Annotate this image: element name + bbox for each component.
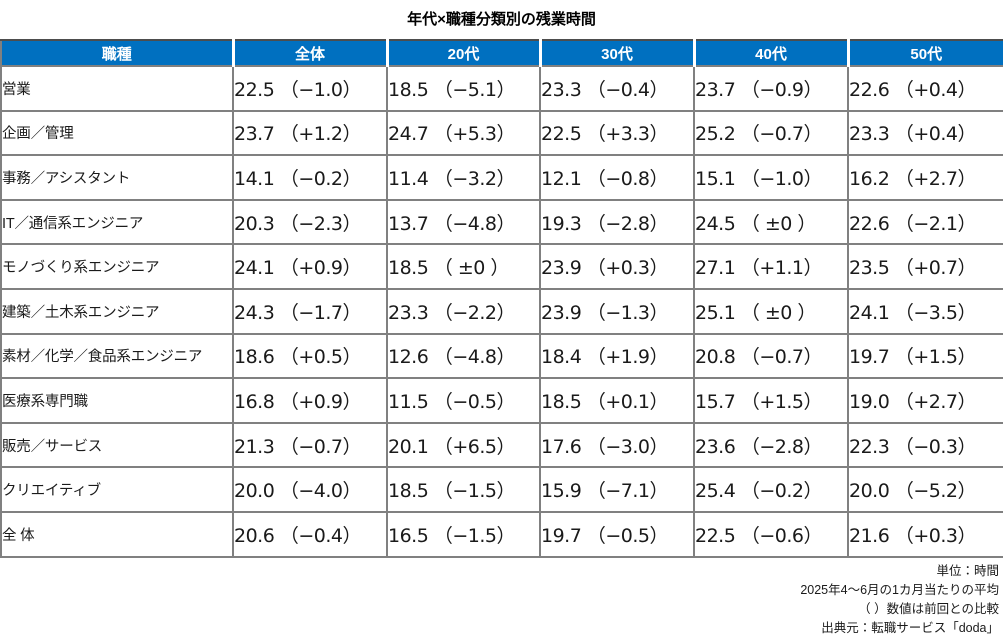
row-label: 建築／土木系エンジニア — [0, 287, 234, 335]
cell-50s: 23.3 （+0.4） — [847, 109, 1003, 157]
cell-20s: 16.5 （−1.5） — [386, 510, 541, 558]
cell-30s: 18.5 （+0.1） — [539, 377, 695, 424]
cell-overall: 21.3 （−0.7） — [232, 421, 388, 469]
cell-20s: 11.5 （−0.5） — [386, 377, 541, 424]
col-header-20s: 20代 — [385, 40, 540, 67]
table-row: 営業 22.5 （−1.0） 18.5 （−5.1） 23.3 （−0.4） 23.7 … — [0, 65, 1003, 112]
cell-30s: 12.1 （−0.8） — [539, 154, 695, 201]
cell-20s: 11.4 （−3.2） — [386, 154, 541, 201]
cell-40s: 15.7 （+1.5） — [693, 377, 849, 424]
footnote: 単位：時間 — [936, 563, 999, 578]
cell-40s: 23.7 （−0.9） — [693, 65, 849, 112]
table-row: 医療系専門職 16.8 （+0.9） 11.5 （−0.5） 18.5 （+0.1） 1… — [0, 377, 1003, 424]
col-header-40s: 40代 — [692, 40, 848, 67]
cell-50s: 20.0 （−5.2） — [847, 466, 1003, 513]
cell-overall: 24.3 （−1.7） — [232, 287, 388, 335]
row-label: モノづくり系エンジニア — [0, 243, 234, 290]
cell-overall: 20.6 （−0.4） — [232, 510, 388, 558]
footnote: （ ）数値は前回との比較 — [858, 601, 999, 616]
cell-40s: 20.8 （−0.7） — [693, 332, 849, 380]
cell-30s: 17.6 （−3.0） — [539, 421, 695, 469]
cell-40s: 25.4 （−0.2） — [693, 466, 849, 513]
cell-50s: 23.5 （+0.7） — [847, 243, 1003, 290]
cell-40s: 25.1 （ ±0 ） — [693, 287, 849, 335]
cell-20s: 18.5 （−1.5） — [386, 466, 541, 513]
header-row: 職種 全体 20代 30代 40代 50代 — [1, 40, 1003, 67]
col-header-job-type: 職種 — [1, 40, 233, 67]
cell-30s: 19.7 （−0.5） — [539, 510, 695, 558]
table-row: IT／通信系エンジニア 20.3 （−2.3） 13.7 （−4.8） 19.3 （−… — [0, 198, 1003, 246]
table-row: 事務／アシスタント 14.1 （−0.2） 11.4 （−3.2） 12.1 （−0.… — [0, 154, 1003, 201]
cell-20s: 23.3 （−2.2） — [386, 287, 541, 335]
cell-overall: 24.1 （+0.9） — [232, 243, 388, 290]
cell-40s: 24.5 （ ±0 ） — [693, 198, 849, 246]
table-row: 全 体 20.6 （−0.4） 16.5 （−1.5） 19.7 （−0.5） 22.5… — [0, 510, 1003, 558]
source-notes: 単位：時間 2025年4～6月の1カ月当たりの平均 （ ）数値は前回との比較出典元：… — [0, 562, 1003, 638]
cell-20s: 13.7 （−4.8） — [386, 198, 541, 246]
cell-30s: 19.3 （−2.8） — [539, 198, 695, 246]
table-row: クリエイティブ 20.0 （−4.0） 18.5 （−1.5） 15.9 （−7.1）… — [0, 466, 1003, 513]
cell-50s: 22.6 （−2.1） — [847, 198, 1003, 246]
cell-30s: 23.9 （+0.3） — [539, 243, 695, 290]
table-row: モノづくり系エンジニア 24.1 （+0.9） 18.5 （ ±0 ） 23.9 （+… — [0, 243, 1003, 290]
cell-overall: 14.1 （−0.2） — [232, 154, 388, 201]
footnote: 2025年4～6月の1カ月当たりの平均 — [800, 582, 999, 597]
footnote: 出典元：転職サービス「doda」 — [821, 620, 999, 635]
cell-overall: 20.0 （−4.0） — [232, 466, 388, 513]
cell-20s: 24.7 （+5.3） — [386, 109, 541, 157]
cell-overall: 22.5 （−1.0） — [232, 65, 388, 112]
cell-40s: 25.2 （−0.7） — [693, 109, 849, 157]
row-label: 販売／サービス — [0, 421, 234, 469]
page-title: 年代×職種分類別の残業時間 — [407, 11, 596, 28]
cell-50s: 21.6 （+0.3） — [847, 510, 1003, 558]
cell-overall: 20.3 （−2.3） — [232, 198, 388, 246]
col-header-50s: 50代 — [846, 40, 1003, 67]
cell-50s: 22.3 （−0.3） — [847, 421, 1003, 469]
cell-50s: 22.6 （+0.4） — [847, 65, 1003, 112]
cell-overall: 16.8 （+0.9） — [232, 377, 388, 424]
table-row: 企画／管理 23.7 （+1.2） 24.7 （+5.3） 22.5 （+3.3） 25… — [0, 109, 1003, 157]
cell-40s: 22.5 （−0.6） — [693, 510, 849, 558]
cell-30s: 23.9 （−1.3） — [539, 287, 695, 335]
row-label: 事務／アシスタント — [0, 154, 234, 201]
row-label: クリエイティブ — [0, 466, 234, 513]
cell-30s: 18.4 （+1.9） — [539, 332, 695, 380]
row-label: 全 体 — [0, 510, 234, 558]
cell-40s: 15.1 （−1.0） — [693, 154, 849, 201]
table-row: 素材／化学／食品系エンジニア 18.6 （+0.5） 12.6 （−4.8） 18.4… — [0, 332, 1003, 380]
row-label: 企画／管理 — [0, 109, 234, 157]
cell-20s: 18.5 （−5.1） — [386, 65, 541, 112]
cell-30s: 22.5 （+3.3） — [539, 109, 695, 157]
row-label: 営業 — [0, 65, 234, 112]
table-header-row: 職種 全体 20代 30代 40代 50代 — [1, 40, 1003, 67]
cell-overall: 23.7 （+1.2） — [232, 109, 388, 157]
cell-40s: 23.6 （−2.8） — [693, 421, 849, 469]
overtime-table: 職種 全体 20代 30代 40代 50代 営業 22.5 （−1.0） 18.5 （−5.1… — [0, 39, 1003, 558]
row-label: 素材／化学／食品系エンジニア — [0, 332, 234, 380]
col-header-overall: 全体 — [231, 40, 387, 67]
row-label: 医療系専門職 — [0, 377, 234, 424]
cell-20s: 12.6 （−4.8） — [386, 332, 541, 380]
col-header-30s: 30代 — [538, 40, 694, 67]
cell-40s: 27.1 （+1.1） — [693, 243, 849, 290]
cell-50s: 16.2 （+2.7） — [847, 154, 1003, 201]
table-row: 建築／土木系エンジニア 24.3 （−1.7） 23.3 （−2.2） 23.9 （−… — [0, 287, 1003, 335]
table-row: 販売／サービス 21.3 （−0.7） 20.1 （+6.5） 17.6 （−3.0）… — [0, 421, 1003, 469]
cell-20s: 20.1 （+6.5） — [386, 421, 541, 469]
cell-30s: 23.3 （−0.4） — [539, 65, 695, 112]
cell-50s: 19.0 （+2.7） — [847, 377, 1003, 424]
row-label: IT／通信系エンジニア — [0, 198, 234, 246]
cell-50s: 19.7 （+1.5） — [847, 332, 1003, 380]
table-body: 営業 22.5 （−1.0） 18.5 （−5.1） 23.3 （−0.4） 23.7 … — [0, 65, 1003, 558]
cell-20s: 18.5 （ ±0 ） — [386, 243, 541, 290]
cell-overall: 18.6 （+0.5） — [232, 332, 388, 380]
cell-50s: 24.1 （−3.5） — [847, 287, 1003, 335]
cell-30s: 15.9 （−7.1） — [539, 466, 695, 513]
